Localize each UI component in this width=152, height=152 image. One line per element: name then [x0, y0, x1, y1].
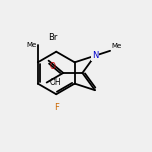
- Text: Me: Me: [112, 43, 122, 49]
- Text: OH: OH: [50, 78, 61, 87]
- Text: Me: Me: [26, 42, 36, 48]
- Text: F: F: [54, 103, 59, 112]
- Text: N: N: [92, 51, 98, 60]
- Text: O: O: [50, 62, 56, 71]
- Text: Br: Br: [48, 33, 58, 43]
